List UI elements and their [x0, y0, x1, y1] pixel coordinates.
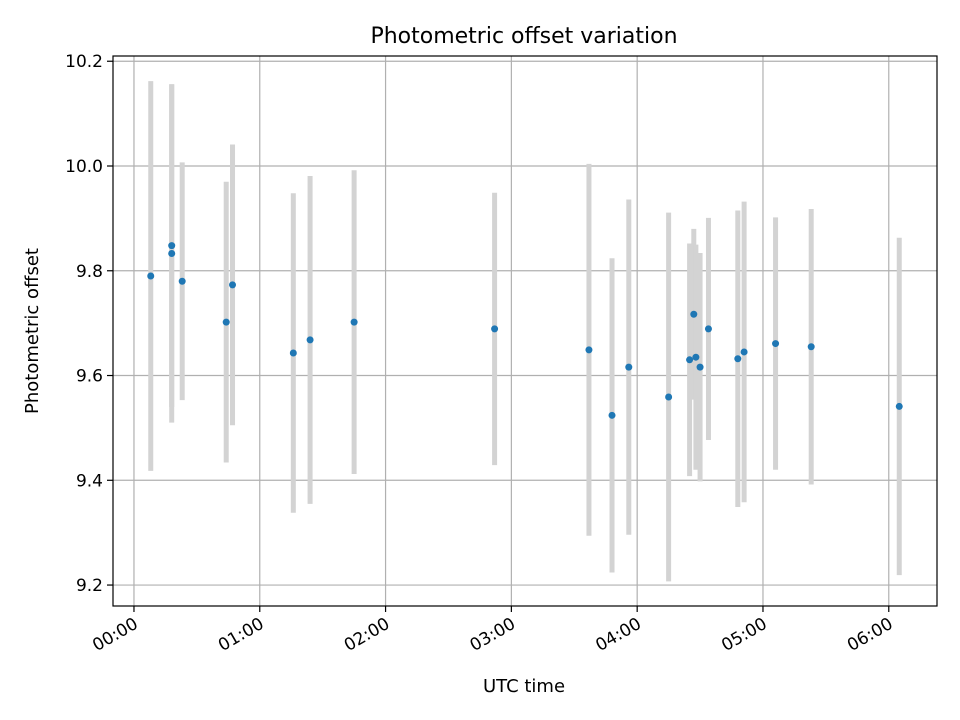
data-point [608, 411, 616, 419]
data-point [306, 336, 314, 344]
data-point [168, 242, 176, 250]
data-point [178, 277, 186, 285]
data-point [696, 363, 704, 371]
data-point [692, 353, 700, 361]
y-tick-label: 10.0 [65, 157, 103, 177]
plot-frame [112, 55, 938, 607]
data-point [168, 249, 176, 257]
data-point [807, 343, 815, 351]
chart-title: Photometric offset variation [370, 24, 677, 49]
data-point [690, 310, 698, 318]
y-tick-label: 9.6 [76, 367, 103, 387]
data-point [734, 355, 742, 363]
y-axis-ticks: 9.2 9.4 9.6 9.8 10.0 10.2 [65, 52, 113, 596]
data-point [895, 402, 903, 410]
data-point [686, 356, 694, 364]
data-point [625, 363, 633, 371]
y-tick-label: 9.2 [76, 576, 103, 596]
data-point [704, 325, 712, 333]
y-tick-label: 9.8 [76, 262, 103, 282]
y-tick-label: 9.4 [76, 471, 103, 491]
y-tick-label: 10.2 [65, 52, 103, 72]
data-points [147, 242, 903, 419]
grid [113, 56, 937, 606]
data-point [289, 349, 297, 357]
data-point [350, 318, 358, 326]
data-point [665, 393, 673, 401]
data-point [147, 272, 155, 280]
y-axis-label: Photometric offset [22, 248, 43, 414]
data-point [222, 318, 230, 326]
x-axis-label: UTC time [483, 676, 565, 697]
data-point [491, 325, 499, 333]
data-point [229, 281, 237, 289]
data-point [772, 340, 780, 348]
data-point [585, 346, 593, 354]
data-point [740, 348, 748, 356]
